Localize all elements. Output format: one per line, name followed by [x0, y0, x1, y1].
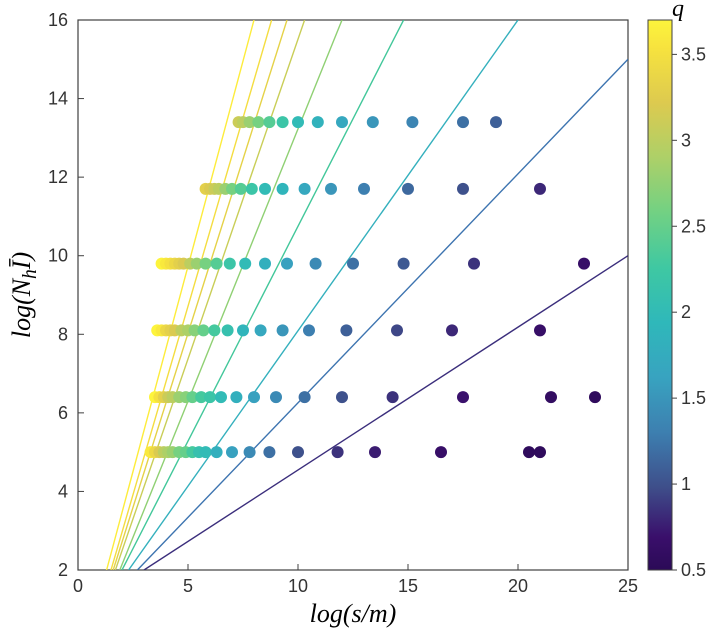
colorbar-title: q	[672, 0, 684, 22]
scatter-point	[277, 324, 289, 336]
scatter-point	[263, 446, 275, 458]
scatter-point	[270, 391, 282, 403]
colorbar-tick-label: 1.5	[681, 388, 706, 408]
scatter-point	[248, 391, 260, 403]
scatter-point	[523, 446, 535, 458]
scatter-point	[200, 446, 212, 458]
colorbar	[648, 20, 672, 570]
scatter-point	[325, 183, 337, 195]
scatter-point	[490, 116, 502, 128]
scatter-point	[292, 116, 304, 128]
xtick-label: 10	[288, 576, 308, 596]
scatter-point	[246, 183, 258, 195]
ytick-label: 12	[48, 167, 68, 187]
scatter-point	[292, 446, 304, 458]
y-axis-label: log(NhĪ)	[7, 252, 41, 338]
scatter-point	[299, 391, 311, 403]
scatter-point	[534, 324, 546, 336]
scatter-point	[468, 258, 480, 270]
ytick-label: 10	[48, 246, 68, 266]
scatter-point	[277, 116, 289, 128]
scatter-point	[534, 446, 546, 458]
scatter-point	[255, 324, 267, 336]
colorbar-tick-label: 0.5	[681, 560, 706, 580]
scatter-point	[347, 258, 359, 270]
scatter-point	[398, 258, 410, 270]
colorbar-tick-label: 2	[681, 302, 691, 322]
colorbar-tick-label: 2.5	[681, 216, 706, 236]
ytick-label: 6	[58, 403, 68, 423]
scatter-point	[457, 116, 469, 128]
scatter-point	[211, 258, 223, 270]
scatter-point	[589, 391, 601, 403]
scatter-point	[367, 116, 379, 128]
scatter-point	[457, 183, 469, 195]
scatter-point	[369, 446, 381, 458]
scatter-point	[303, 324, 315, 336]
colorbar-tick-label: 3	[681, 130, 691, 150]
scatter-point	[224, 258, 236, 270]
scatter-point	[208, 324, 220, 336]
scatter-point	[435, 446, 447, 458]
scatter-point	[215, 391, 227, 403]
scatter-point	[239, 258, 251, 270]
chart-bg	[0, 0, 719, 641]
ytick-label: 4	[58, 481, 68, 501]
scatter-point	[310, 258, 322, 270]
colorbar-tick-label: 1	[681, 474, 691, 494]
scatter-point	[222, 324, 234, 336]
scatter-point	[312, 116, 324, 128]
scatter-point	[402, 183, 414, 195]
scatter-point	[259, 258, 271, 270]
scatter-point	[259, 183, 271, 195]
x-axis-label: log(s/m)	[310, 599, 397, 628]
scatter-point	[336, 391, 348, 403]
scatter-point	[252, 116, 264, 128]
scatter-point	[204, 391, 216, 403]
scatter-point	[406, 116, 418, 128]
scatter-point	[387, 391, 399, 403]
scatter-point	[578, 258, 590, 270]
scatter-point	[235, 183, 247, 195]
scatter-point	[340, 324, 352, 336]
colorbar-tick-label: 3.5	[681, 44, 706, 64]
chart-container: 0510152025246810121416log(s/m)log(NhĪ)0…	[0, 0, 719, 641]
scatter-point	[332, 446, 344, 458]
scatter-point	[263, 116, 275, 128]
ytick-label: 2	[58, 560, 68, 580]
scatter-point	[211, 446, 223, 458]
ytick-label: 16	[48, 10, 68, 30]
scatter-point	[534, 183, 546, 195]
scatter-point	[457, 391, 469, 403]
scatter-point	[358, 183, 370, 195]
ytick-label: 8	[58, 324, 68, 344]
scatter-point	[336, 116, 348, 128]
scatter-point	[277, 183, 289, 195]
xtick-label: 15	[398, 576, 418, 596]
scatter-point	[281, 258, 293, 270]
scatter-point	[391, 324, 403, 336]
scatter-point	[237, 324, 249, 336]
scatter-point	[200, 258, 212, 270]
scatter-point	[230, 391, 242, 403]
scatter-point	[244, 446, 256, 458]
xtick-label: 0	[73, 576, 83, 596]
xtick-label: 20	[508, 576, 528, 596]
xtick-label: 25	[618, 576, 638, 596]
chart-svg: 0510152025246810121416log(s/m)log(NhĪ)0…	[0, 0, 719, 641]
xtick-label: 5	[183, 576, 193, 596]
scatter-point	[545, 391, 557, 403]
ytick-label: 14	[48, 89, 68, 109]
scatter-point	[197, 324, 209, 336]
scatter-point	[299, 183, 311, 195]
scatter-point	[226, 446, 238, 458]
scatter-point	[446, 324, 458, 336]
